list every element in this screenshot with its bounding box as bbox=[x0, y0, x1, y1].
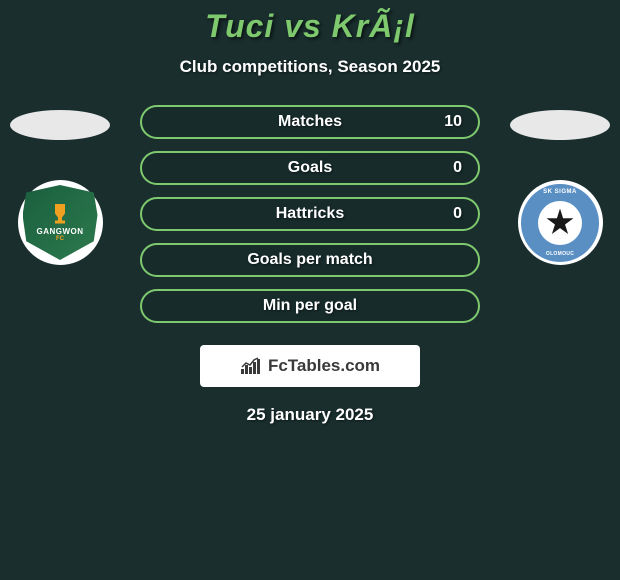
page-title: Tuci vs KrÃ¡l bbox=[0, 8, 620, 45]
bar-chart-icon bbox=[240, 357, 262, 375]
club-right-bottom: OLOMOUC bbox=[546, 251, 574, 257]
content-row: GANGWON FC Matches 10 Goals 0 Hattricks … bbox=[0, 105, 620, 335]
stat-bar-matches: Matches 10 bbox=[140, 105, 480, 139]
fctables-logo: FcTables.com bbox=[200, 345, 420, 387]
stat-bar-goals-per-match: Goals per match bbox=[140, 243, 480, 277]
stat-bar-hattricks: Hattricks 0 bbox=[140, 197, 480, 231]
star-icon bbox=[546, 209, 574, 237]
club-badge-left: GANGWON FC bbox=[18, 180, 103, 265]
stat-label: Hattricks bbox=[276, 205, 344, 223]
player-left-placeholder bbox=[10, 110, 110, 140]
stat-value-right: 0 bbox=[453, 205, 462, 223]
gangwon-shield-icon: GANGWON FC bbox=[23, 185, 98, 260]
club-left-name-2: FC bbox=[56, 236, 64, 242]
trophy-icon bbox=[50, 204, 70, 224]
comparison-card: Tuci vs KrÃ¡l Club competitions, Season … bbox=[0, 0, 620, 425]
club-badge-right: SK SIGMA OLOMOUC bbox=[518, 180, 603, 265]
club-right-top: SK SIGMA bbox=[543, 189, 577, 195]
stat-label: Goals bbox=[288, 159, 332, 177]
logo-text: FcTables.com bbox=[268, 356, 380, 376]
club-left-name-1: GANGWON bbox=[36, 227, 83, 236]
stats-column: Matches 10 Goals 0 Hattricks 0 Goals per… bbox=[110, 105, 510, 335]
stat-bar-goals: Goals 0 bbox=[140, 151, 480, 185]
stat-value-right: 10 bbox=[444, 113, 462, 131]
stat-label: Min per goal bbox=[263, 297, 357, 315]
sigma-inner-circle bbox=[538, 201, 582, 245]
date-label: 25 january 2025 bbox=[0, 405, 620, 425]
subtitle: Club competitions, Season 2025 bbox=[0, 57, 620, 77]
player-right-column: SK SIGMA OLOMOUC bbox=[510, 105, 610, 265]
player-right-placeholder bbox=[510, 110, 610, 140]
stat-bar-min-per-goal: Min per goal bbox=[140, 289, 480, 323]
stat-label: Goals per match bbox=[247, 251, 372, 269]
stat-label: Matches bbox=[278, 113, 342, 131]
player-left-column: GANGWON FC bbox=[10, 105, 110, 265]
sigma-ring-icon: SK SIGMA OLOMOUC bbox=[521, 184, 599, 262]
stat-value-right: 0 bbox=[453, 159, 462, 177]
